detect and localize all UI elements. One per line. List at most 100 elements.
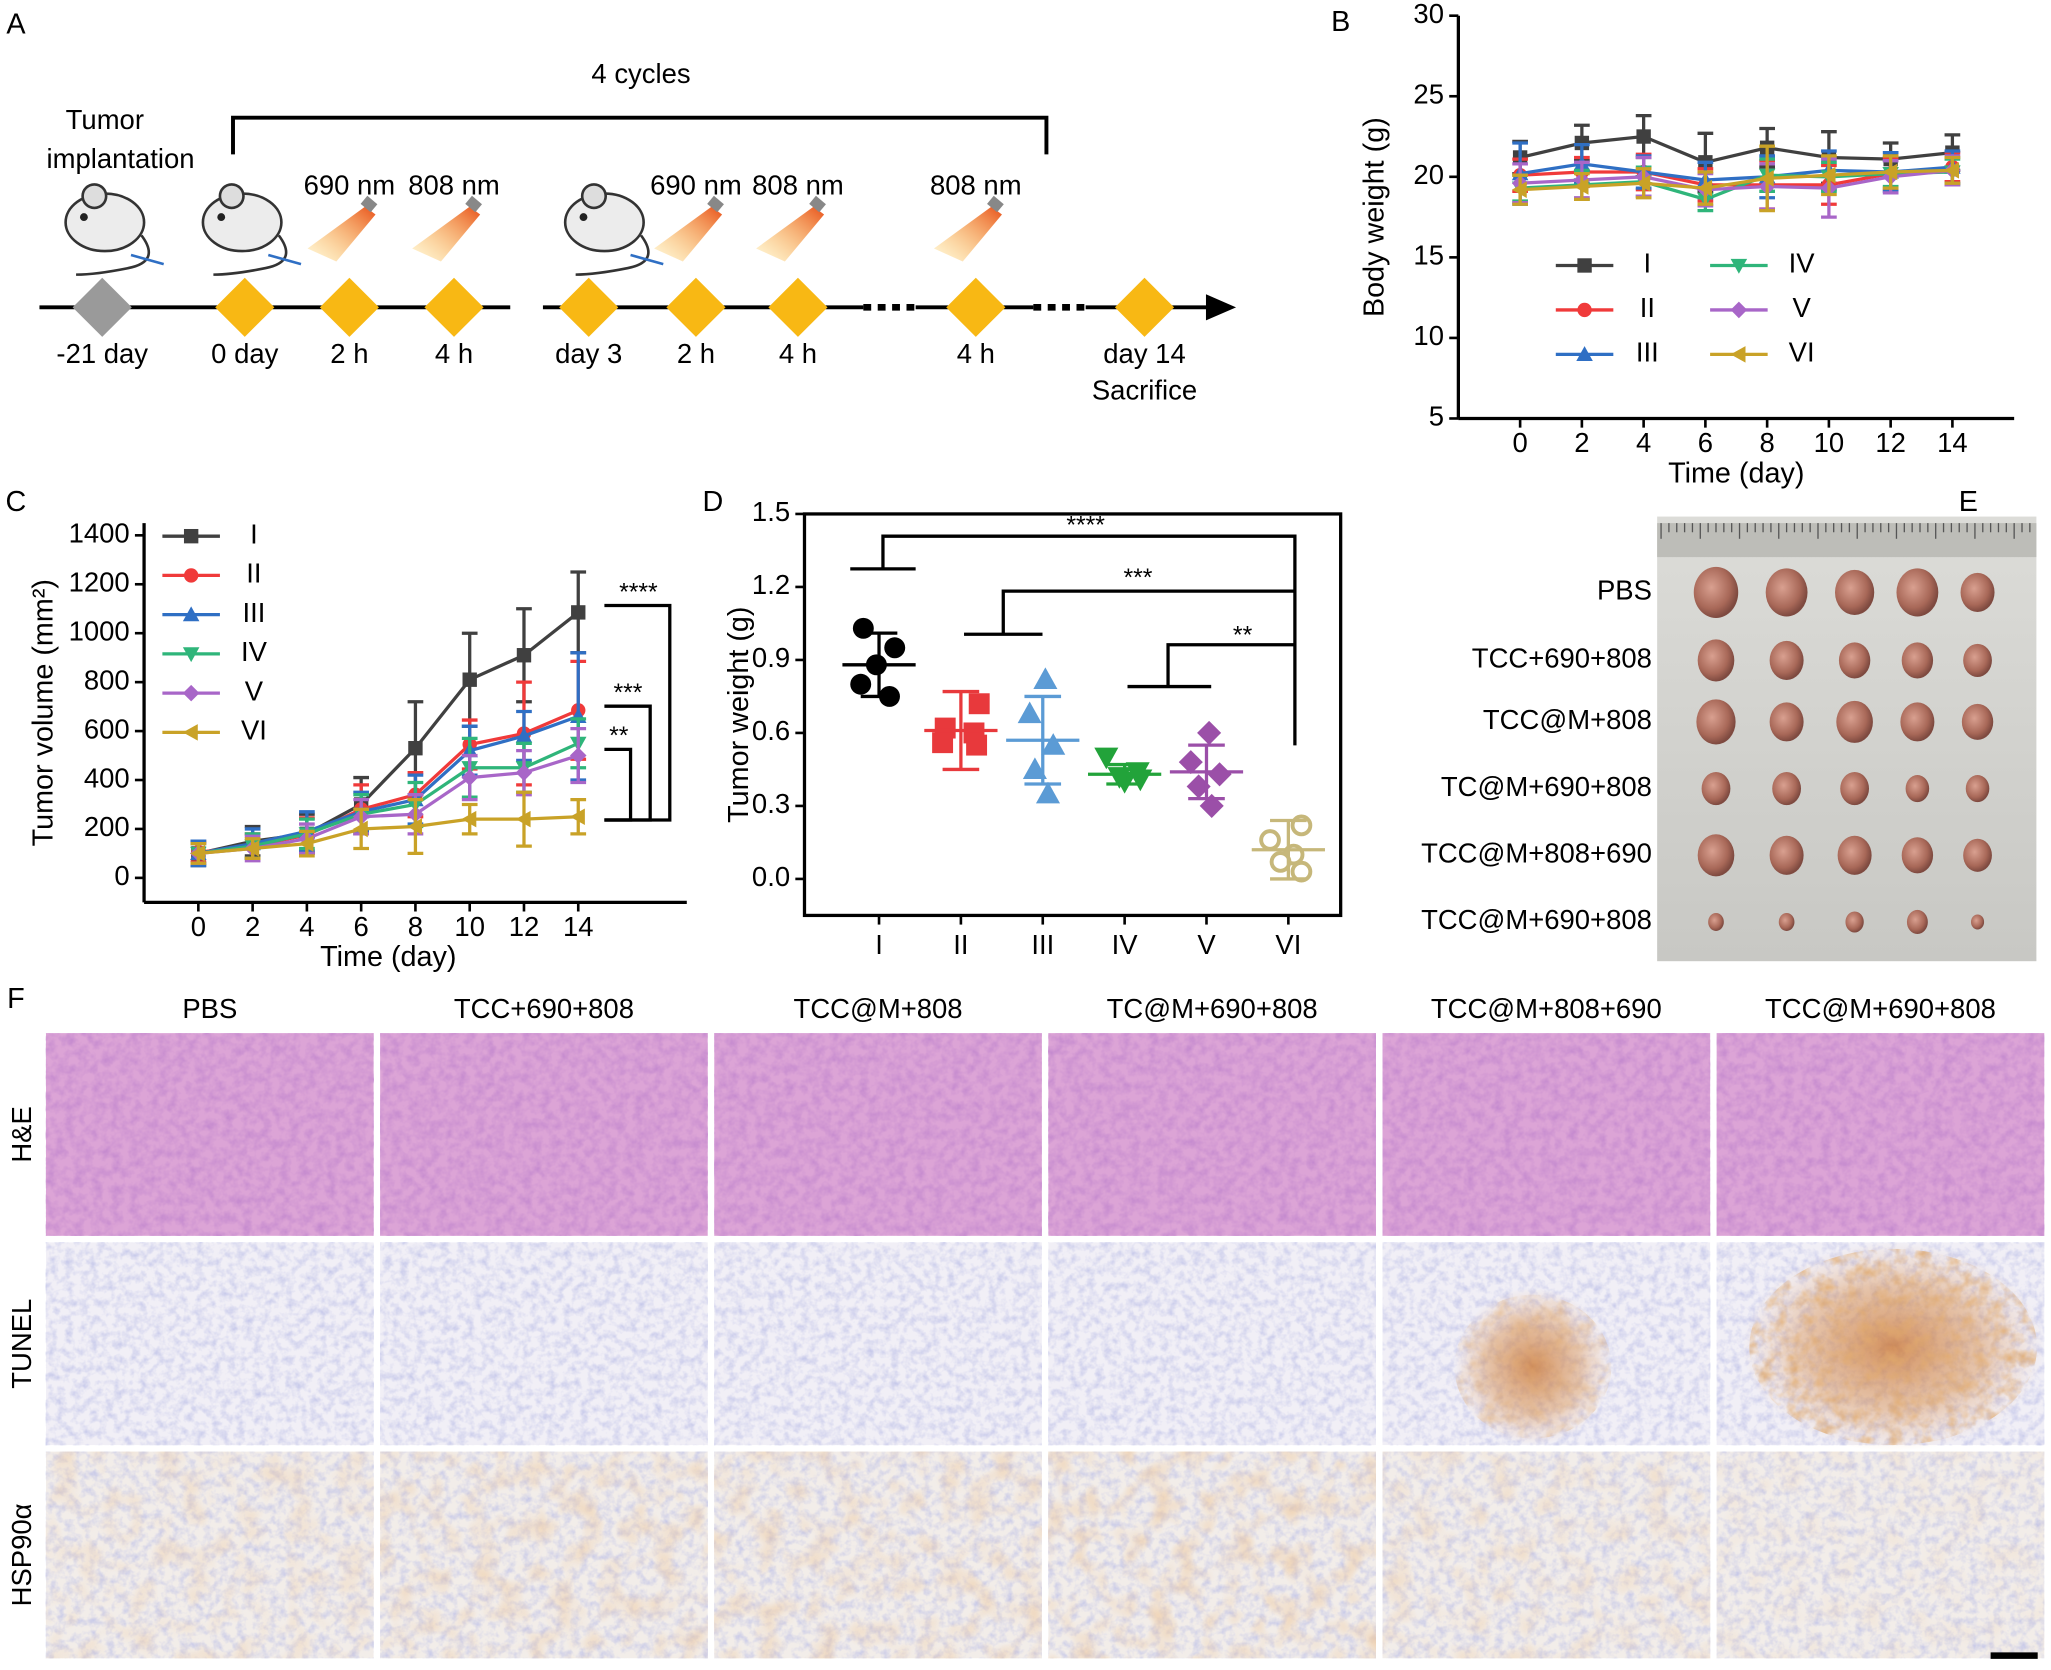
tumor [1905, 775, 1930, 803]
y-tick-label: 1400 [69, 518, 130, 549]
ruler [1657, 523, 2037, 558]
y-tick-label: 1.2 [752, 569, 790, 600]
timeline-label: 0 day [211, 338, 278, 369]
tissue-texture [714, 1242, 1042, 1446]
tissue-texture [1716, 1033, 2045, 1236]
timeline-point [72, 277, 132, 337]
legend-label: V [245, 675, 264, 706]
plot-frame [802, 512, 1343, 918]
timeline-point [1114, 277, 1175, 337]
laser-label: 808 nm [752, 169, 844, 200]
x-tick-label: V [1197, 929, 1216, 960]
marker [1730, 301, 1748, 319]
legend-label: III [1636, 337, 1659, 368]
y-tick-label: 0.6 [752, 715, 790, 746]
marker [1758, 170, 1774, 187]
tumor [1693, 566, 1739, 618]
tumor [1697, 639, 1735, 682]
panel-label: F [7, 983, 25, 1015]
x-tick-label: VI [1275, 929, 1301, 960]
marker [1944, 162, 1960, 179]
significance-bracket [1127, 643, 1295, 689]
row-label: TUNEL [6, 1299, 37, 1389]
tumor [1900, 702, 1935, 742]
laser-head [987, 195, 1004, 213]
column-header: TC@M+690+808 [1107, 993, 1318, 1024]
tumor [1765, 568, 1808, 617]
marker [1576, 346, 1593, 362]
marker [1511, 181, 1527, 198]
marker [182, 724, 198, 741]
x-tick-label: 4 [1636, 427, 1651, 458]
series-line [1520, 168, 1953, 192]
x-tick-label: 10 [454, 911, 485, 942]
tumor [1845, 911, 1864, 933]
legend-label: I [250, 518, 258, 549]
tumor [1696, 699, 1736, 745]
x-axis-label: Time (day) [320, 941, 456, 973]
marker [1022, 757, 1047, 780]
laser-label: 690 nm [650, 169, 742, 200]
photo-label: TCC+690+808 [1472, 643, 1652, 674]
tissue-stain [1382, 1451, 1711, 1659]
marker [407, 818, 423, 835]
significance-label: *** [613, 680, 642, 707]
timeline-point [424, 277, 484, 337]
significance-bracket [604, 747, 633, 822]
significance-bracket [604, 603, 672, 822]
panel-label: C [6, 486, 27, 518]
laser-head [360, 195, 378, 213]
laser-beam [933, 206, 1002, 262]
laser-beam [412, 206, 481, 262]
marker [1041, 733, 1066, 755]
x-tick-label: 6 [354, 911, 369, 942]
y-tick-label: 400 [84, 762, 130, 793]
marker [1094, 747, 1119, 770]
tissue-texture [45, 1242, 374, 1446]
timeline-point [768, 277, 828, 337]
significance-label: **** [619, 579, 658, 606]
y-tick-label: 0.0 [752, 861, 790, 892]
y-tick-label: 600 [84, 713, 130, 744]
y-tick-label: 1200 [69, 567, 130, 598]
column-header: TCC@M+808 [794, 993, 963, 1024]
marker [1573, 178, 1589, 195]
marker [1636, 129, 1651, 144]
series-line [198, 714, 579, 856]
marker [183, 528, 199, 544]
marker [884, 637, 906, 659]
timeline-label: 4 h [435, 338, 473, 369]
tumor [1963, 838, 1992, 872]
syringe [630, 253, 664, 266]
timeline-point [559, 277, 619, 337]
y-tick-label: 0 [114, 860, 129, 891]
panel-label: E [1959, 486, 1978, 518]
tissue-texture [714, 1033, 1042, 1236]
x-tick-label: II [953, 929, 968, 960]
tumor [1697, 834, 1735, 877]
legend-label: IV [241, 636, 268, 667]
x-tick-label: 4 [299, 911, 314, 942]
y-tick-label: 0.9 [752, 642, 790, 673]
tissue-stain [380, 1451, 708, 1659]
marker [966, 734, 988, 756]
marker [1635, 174, 1651, 192]
tumor [1772, 772, 1801, 806]
tissue-texture [1048, 1242, 1376, 1446]
tumor [1836, 700, 1873, 743]
tumor [1963, 643, 1992, 677]
legend-label: IV [1789, 248, 1816, 279]
marker [408, 741, 423, 756]
implant-label: implantation [47, 143, 195, 174]
timeline-label: 2 h [330, 338, 368, 369]
marker [244, 840, 260, 857]
x-tick-label: 6 [1698, 427, 1713, 458]
column-header: PBS [182, 993, 237, 1024]
y-tick-label: 10 [1413, 320, 1444, 351]
tumor [1837, 835, 1872, 875]
y-tick-label: 20 [1413, 159, 1444, 190]
photo-label: TCC@M+690+808 [1421, 904, 1652, 935]
tumor [1901, 837, 1934, 874]
marker [1730, 346, 1746, 363]
laser-beam [654, 206, 723, 262]
